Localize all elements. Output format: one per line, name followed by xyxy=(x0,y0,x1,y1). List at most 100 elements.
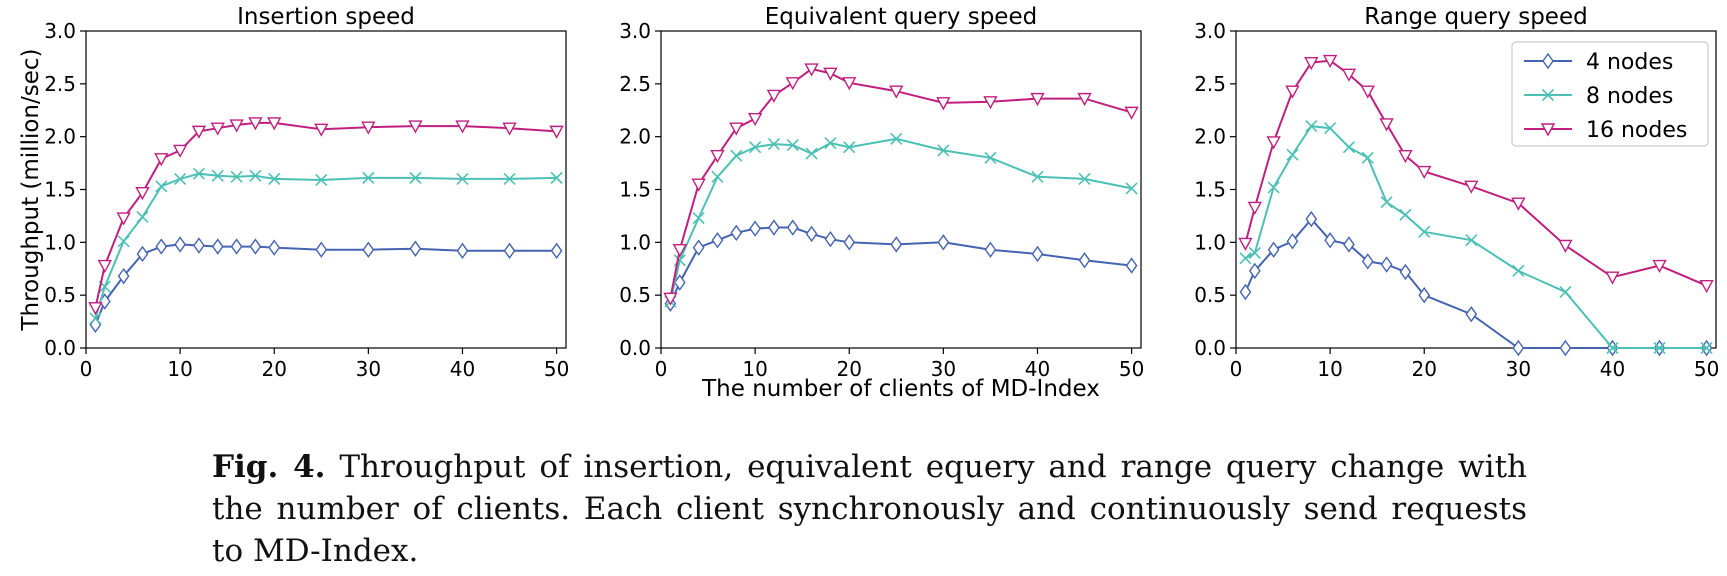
figure-caption: Fig. 4. Throughput of insertion, equival… xyxy=(212,446,1527,572)
data-point xyxy=(89,312,102,325)
data-point xyxy=(503,242,516,259)
legend-entry: 16 nodes xyxy=(1524,118,1687,143)
x-tick-label: 20 xyxy=(837,357,862,381)
data-point xyxy=(1077,92,1092,107)
data-point xyxy=(155,180,168,193)
caption-label: Fig. 4. xyxy=(212,449,326,485)
data-point xyxy=(211,238,224,255)
data-point xyxy=(1559,339,1572,357)
data-point xyxy=(1248,262,1261,280)
chart-title: Equivalent query speed xyxy=(765,4,1037,30)
data-point xyxy=(1286,148,1299,161)
data-point xyxy=(361,121,376,135)
legend-box xyxy=(1511,41,1709,147)
data-point xyxy=(1322,54,1338,69)
data-point xyxy=(117,267,130,285)
legend-entry: 4 nodes xyxy=(1524,50,1673,75)
x-tick-label: 50 xyxy=(1694,357,1719,381)
data-point xyxy=(1030,92,1045,107)
y-tick-label: 2.5 xyxy=(619,72,651,96)
data-point xyxy=(747,113,763,127)
data-point xyxy=(249,238,262,255)
x-tick-label: 0 xyxy=(655,357,668,381)
y-tick-label: 1.5 xyxy=(1194,178,1226,202)
data-point xyxy=(314,123,329,137)
data-point xyxy=(211,169,224,182)
data-point xyxy=(268,172,281,185)
data-point xyxy=(692,211,705,225)
data-point xyxy=(1286,233,1299,250)
y-tick-label: 2.5 xyxy=(44,72,76,96)
data-point xyxy=(455,120,470,134)
data-point xyxy=(550,171,563,184)
data-point xyxy=(1305,120,1318,133)
chart-panel-2: Equivalent query speed 0.0 0.5 1.0 1.5 2.0 2.5… xyxy=(619,4,1144,402)
data-point xyxy=(409,171,422,184)
data-point xyxy=(710,149,725,164)
data-point xyxy=(1343,236,1355,253)
data-point xyxy=(1238,237,1253,251)
data-point xyxy=(749,141,762,154)
legend-label: 4 nodes xyxy=(1586,50,1673,75)
data-point xyxy=(692,239,705,256)
data-point xyxy=(824,230,837,248)
data-point xyxy=(804,63,819,77)
y-tick-label: 0.0 xyxy=(1194,336,1226,360)
legend-label: 16 nodes xyxy=(1586,118,1687,143)
chart-panel-1: Insertion speed 0.0 0.5 1.0 1.5 2.0 2.5 3.0 0 10 2… xyxy=(18,4,569,381)
data-point xyxy=(1379,118,1394,132)
data-point xyxy=(889,85,904,99)
data-point xyxy=(193,237,205,254)
data-point xyxy=(503,172,516,185)
x-tick-label: 20 xyxy=(1412,357,1437,381)
series-line xyxy=(669,137,1132,302)
chart-title: Insertion speed xyxy=(237,4,415,30)
data-point xyxy=(1512,264,1525,277)
data-point xyxy=(1078,252,1091,269)
x-tick-label: 50 xyxy=(1119,357,1144,381)
y-tick-label: 2.5 xyxy=(1194,72,1226,96)
data-point xyxy=(116,212,131,226)
series-16-nodes xyxy=(1238,54,1714,294)
data-point xyxy=(1285,85,1300,99)
data-point xyxy=(1324,122,1337,135)
y-tick-label: 0.0 xyxy=(44,336,76,360)
legend-marker xyxy=(1540,123,1556,137)
data-point xyxy=(1078,172,1091,185)
series-4-nodes xyxy=(664,219,1138,312)
data-point xyxy=(673,274,686,291)
data-point xyxy=(1031,170,1044,183)
data-point xyxy=(711,170,724,183)
data-point xyxy=(89,316,102,333)
data-point xyxy=(1267,241,1280,258)
x-tick-label: 50 xyxy=(544,357,569,381)
data-point xyxy=(1361,151,1374,164)
data-point xyxy=(786,139,799,152)
y-tick-label: 3.0 xyxy=(44,19,76,43)
x-tick-label: 10 xyxy=(1317,357,1342,381)
data-point xyxy=(192,167,206,180)
data-point xyxy=(890,236,903,253)
data-point xyxy=(154,153,169,167)
series-line xyxy=(669,67,1132,299)
series-line xyxy=(94,121,557,309)
data-point xyxy=(267,117,282,131)
data-point xyxy=(785,77,800,91)
caption-text: Throughput of insertion, equivalent eque… xyxy=(212,449,1527,569)
data-point xyxy=(842,77,857,91)
series-8-nodes xyxy=(664,132,1138,308)
y-tick-label: 0.5 xyxy=(44,283,76,307)
data-point xyxy=(1247,201,1263,215)
y-tick-label: 2.0 xyxy=(44,125,76,149)
data-point xyxy=(362,171,375,184)
legend-entry: 8 nodes xyxy=(1524,84,1673,109)
legend-label: 8 nodes xyxy=(1586,84,1673,109)
data-point xyxy=(1380,196,1393,209)
data-point xyxy=(1417,165,1432,179)
data-point xyxy=(230,170,243,183)
data-point xyxy=(210,122,225,136)
x-tick-label: 0 xyxy=(1230,357,1243,381)
data-point xyxy=(362,241,375,258)
series-8-nodes xyxy=(89,167,563,325)
data-point xyxy=(136,210,149,224)
